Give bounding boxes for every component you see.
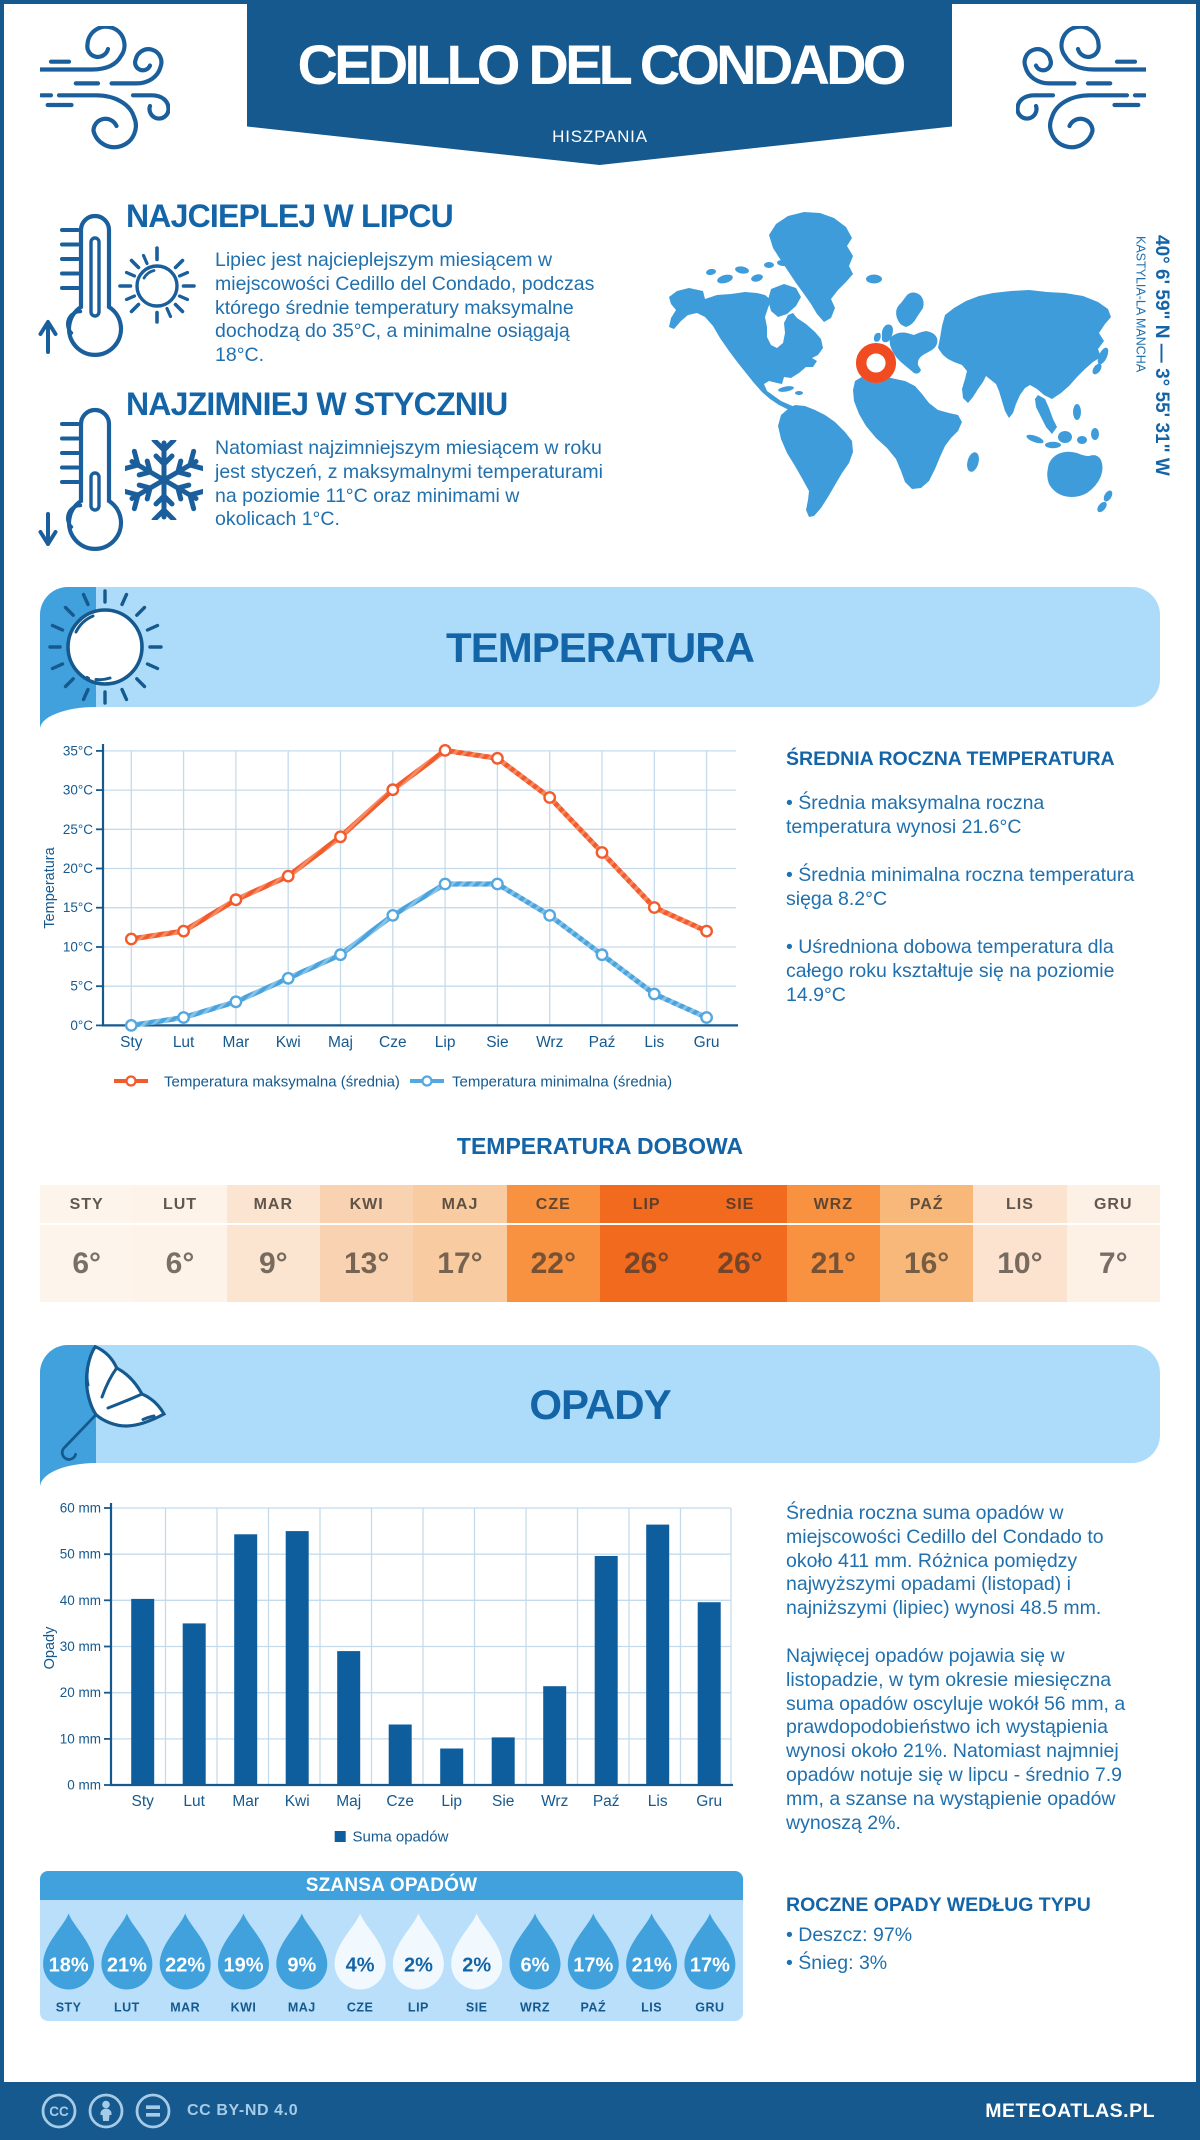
svg-text:Sie: Sie xyxy=(486,1034,508,1051)
svg-text:19%: 19% xyxy=(223,1955,263,1977)
svg-text:Sie: Sie xyxy=(492,1793,514,1810)
svg-text:WRZ: WRZ xyxy=(520,2001,550,2015)
svg-text:LIS: LIS xyxy=(641,2001,662,2015)
svg-text:35°C: 35°C xyxy=(63,743,93,758)
svg-text:60 mm: 60 mm xyxy=(60,1501,101,1516)
svg-text:17%: 17% xyxy=(690,1955,730,1977)
svg-text:KWI: KWI xyxy=(231,2001,257,2015)
svg-text:Gru: Gru xyxy=(696,1793,722,1810)
svg-text:17%: 17% xyxy=(573,1955,613,1977)
svg-text:5°C: 5°C xyxy=(70,979,93,994)
svg-text:10°C: 10°C xyxy=(63,940,93,955)
svg-text:0°C: 0°C xyxy=(70,1018,93,1033)
svg-text:Paź: Paź xyxy=(589,1034,616,1051)
svg-text:LIP: LIP xyxy=(408,2001,429,2015)
svg-text:Cze: Cze xyxy=(386,1793,414,1810)
svg-text:2%: 2% xyxy=(462,1955,491,1977)
svg-text:Gru: Gru xyxy=(694,1034,720,1051)
svg-text:25°C: 25°C xyxy=(63,822,93,837)
svg-text:6%: 6% xyxy=(521,1955,550,1977)
svg-text:30 mm: 30 mm xyxy=(60,1639,101,1654)
svg-text:Opady: Opady xyxy=(42,1626,58,1669)
svg-text:9%: 9% xyxy=(287,1955,316,1977)
svg-text:Maj: Maj xyxy=(336,1793,361,1810)
svg-text:Sty: Sty xyxy=(120,1034,143,1051)
svg-text:30°C: 30°C xyxy=(63,783,93,798)
svg-text:CC: CC xyxy=(49,2104,69,2119)
svg-text:Lis: Lis xyxy=(644,1034,664,1051)
svg-text:2%: 2% xyxy=(404,1955,433,1977)
svg-text:STY: STY xyxy=(56,2001,82,2015)
svg-text:Kwi: Kwi xyxy=(276,1034,301,1051)
svg-text:4%: 4% xyxy=(346,1955,375,1977)
svg-text:18%: 18% xyxy=(49,1955,89,1977)
svg-text:50 mm: 50 mm xyxy=(60,1547,101,1562)
svg-text:Suma opadów: Suma opadów xyxy=(353,1829,449,1846)
svg-text:10 mm: 10 mm xyxy=(60,1731,101,1746)
svg-text:Wrz: Wrz xyxy=(536,1034,563,1051)
svg-text:Mar: Mar xyxy=(232,1793,259,1810)
svg-text:Cze: Cze xyxy=(379,1034,407,1051)
svg-text:40 mm: 40 mm xyxy=(60,1593,101,1608)
svg-text:21%: 21% xyxy=(632,1955,672,1977)
svg-text:Lip: Lip xyxy=(435,1034,456,1051)
svg-text:PAŹ: PAŹ xyxy=(581,2000,607,2015)
svg-text:Lut: Lut xyxy=(173,1034,195,1051)
svg-text:0 mm: 0 mm xyxy=(67,1778,101,1793)
svg-text:CZE: CZE xyxy=(347,2001,374,2015)
svg-text:21%: 21% xyxy=(107,1955,147,1977)
svg-text:Paź: Paź xyxy=(593,1793,620,1810)
svg-text:20 mm: 20 mm xyxy=(60,1685,101,1700)
svg-text:Wrz: Wrz xyxy=(541,1793,568,1810)
svg-text:Temperatura minimalna (średnia: Temperatura minimalna (średnia) xyxy=(452,1074,672,1091)
svg-text:Mar: Mar xyxy=(223,1034,250,1051)
svg-text:20°C: 20°C xyxy=(63,861,93,876)
svg-text:Sty: Sty xyxy=(131,1793,154,1810)
svg-text:22%: 22% xyxy=(165,1955,205,1977)
svg-text:Lut: Lut xyxy=(183,1793,205,1810)
svg-text:Lis: Lis xyxy=(648,1793,668,1810)
svg-text:Temperatura: Temperatura xyxy=(42,846,58,928)
svg-text:SIE: SIE xyxy=(466,2001,488,2015)
svg-text:LUT: LUT xyxy=(114,2001,140,2015)
svg-text:MAR: MAR xyxy=(170,2001,200,2015)
svg-text:Lip: Lip xyxy=(441,1793,462,1810)
svg-text:Temperatura maksymalna (średni: Temperatura maksymalna (średnia) xyxy=(164,1074,400,1091)
svg-text:GRU: GRU xyxy=(695,2001,724,2015)
svg-text:Maj: Maj xyxy=(328,1034,353,1051)
svg-text:15°C: 15°C xyxy=(63,900,93,915)
svg-text:MAJ: MAJ xyxy=(288,2001,316,2015)
svg-text:Kwi: Kwi xyxy=(285,1793,310,1810)
